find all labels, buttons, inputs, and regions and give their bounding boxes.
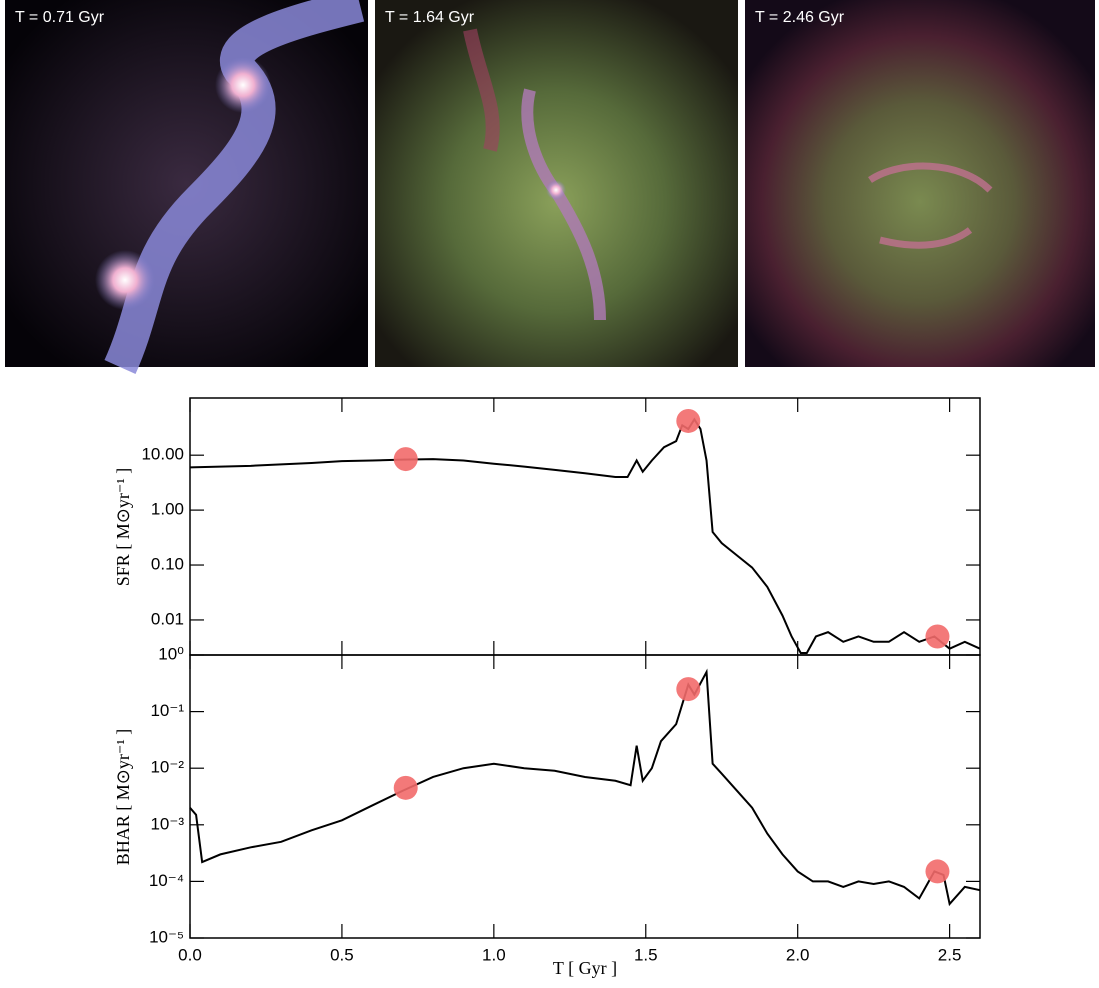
- snapshot-marker: [393, 775, 418, 800]
- x-axis-label: T [ Gyr ]: [553, 958, 617, 978]
- snapshot-marker: [676, 408, 701, 433]
- y-tick-label: 10⁻¹: [150, 701, 184, 720]
- snapshot-marker: [393, 447, 418, 472]
- y-tick-label: 0.01: [151, 609, 184, 628]
- y-tick-label: 10⁻³: [150, 814, 184, 833]
- x-tick-label: 0.0: [178, 945, 202, 964]
- data-line: [189, 668, 981, 907]
- y-axis-label: BHAR [ M⊙yr⁻¹ ]: [113, 729, 133, 865]
- x-tick-label: 2.0: [786, 945, 810, 964]
- x-tick-label: 1.0: [482, 945, 506, 964]
- plot-frame: [189, 654, 981, 939]
- y-tick-label: 10⁰: [158, 644, 184, 663]
- snapshot-1: [5, 0, 368, 374]
- y-tick-label: 10.00: [141, 445, 184, 464]
- snapshot-label: T = 1.64 Gyr: [385, 9, 475, 26]
- snapshot-marker: [676, 677, 701, 702]
- snapshot-marker: [925, 624, 950, 649]
- data-line: [189, 417, 981, 655]
- snapshot-marker: [925, 859, 950, 884]
- y-axis-label: SFR [ M⊙yr⁻¹ ]: [113, 468, 133, 587]
- y-tick-label: 10⁻⁴: [149, 871, 184, 890]
- snapshot-label: T = 2.46 Gyr: [755, 9, 845, 26]
- y-tick-label: 1.00: [151, 500, 184, 519]
- plot-frame: [189, 397, 981, 656]
- y-tick-label: 10⁻⁵: [149, 927, 184, 946]
- snapshot-2: [375, 0, 738, 367]
- snapshot-label: T = 0.71 Gyr: [15, 9, 105, 26]
- snapshot-3: [745, 0, 1095, 367]
- x-tick-label: 0.5: [330, 945, 354, 964]
- y-tick-label: 0.10: [151, 555, 184, 574]
- y-tick-label: 10⁻²: [150, 758, 184, 777]
- x-tick-label: 2.5: [938, 945, 962, 964]
- x-tick-label: 1.5: [634, 945, 658, 964]
